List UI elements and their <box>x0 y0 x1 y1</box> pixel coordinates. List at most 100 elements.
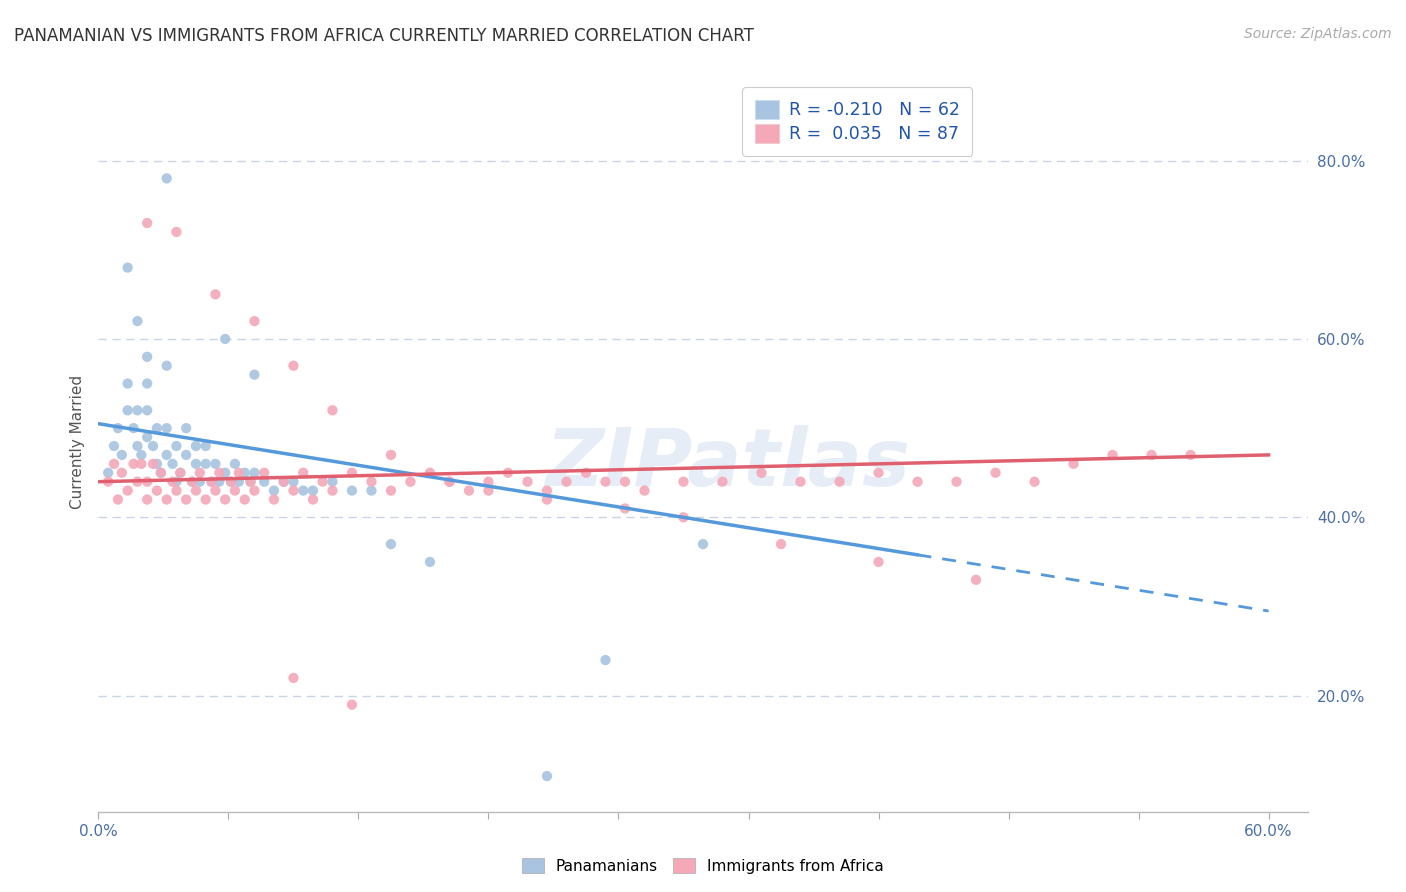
Point <box>360 483 382 498</box>
Point <box>243 483 266 498</box>
Point <box>169 466 191 480</box>
Legend: Panamanians, Immigrants from Africa: Panamanians, Immigrants from Africa <box>516 852 890 880</box>
Point <box>219 475 242 489</box>
Point <box>181 475 204 489</box>
Point <box>672 510 695 524</box>
Point <box>127 403 149 417</box>
Y-axis label: Currently Married: Currently Married <box>69 375 84 508</box>
Point <box>340 698 363 712</box>
Point <box>253 475 276 489</box>
Point <box>692 537 714 551</box>
Point <box>945 475 967 489</box>
Point <box>239 475 262 489</box>
Point <box>122 421 145 435</box>
Point <box>283 483 305 498</box>
Point <box>321 483 343 498</box>
Point <box>672 475 695 489</box>
Point <box>419 466 441 480</box>
Point <box>477 475 499 489</box>
Point <box>127 314 149 328</box>
Point <box>536 483 558 498</box>
Point <box>633 483 655 498</box>
Point <box>292 466 315 480</box>
Point <box>136 403 159 417</box>
Point <box>751 466 773 480</box>
Text: ZIPatlas: ZIPatlas <box>544 425 910 503</box>
Point <box>555 475 578 489</box>
Point <box>181 475 204 489</box>
Point <box>828 475 851 489</box>
Point <box>136 492 159 507</box>
Point <box>243 368 266 382</box>
Point <box>439 475 461 489</box>
Point <box>156 171 179 186</box>
Point <box>711 475 734 489</box>
Point <box>283 475 305 489</box>
Point <box>516 475 538 489</box>
Point <box>149 466 172 480</box>
Point <box>208 475 231 489</box>
Point <box>194 439 217 453</box>
Point <box>122 457 145 471</box>
Text: Source: ZipAtlas.com: Source: ZipAtlas.com <box>1244 27 1392 41</box>
Point <box>380 537 402 551</box>
Point <box>156 359 179 373</box>
Point <box>984 466 1007 480</box>
Point <box>131 448 153 462</box>
Point <box>321 403 343 417</box>
Point <box>117 376 139 391</box>
Point <box>253 466 276 480</box>
Point <box>965 573 987 587</box>
Point <box>340 466 363 480</box>
Point <box>233 466 256 480</box>
Point <box>1024 475 1046 489</box>
Legend: R = -0.210   N = 62, R =  0.035   N = 87: R = -0.210 N = 62, R = 0.035 N = 87 <box>742 87 973 155</box>
Point <box>184 483 207 498</box>
Point <box>127 475 149 489</box>
Point <box>419 555 441 569</box>
Point <box>614 475 637 489</box>
Point <box>204 483 226 498</box>
Point <box>380 483 402 498</box>
Point <box>184 439 207 453</box>
Point <box>273 475 295 489</box>
Point <box>204 457 226 471</box>
Point <box>136 350 159 364</box>
Point <box>321 475 343 489</box>
Point <box>111 466 134 480</box>
Point <box>439 475 461 489</box>
Point <box>1180 448 1202 462</box>
Point <box>239 475 262 489</box>
Point <box>200 475 222 489</box>
Point <box>204 287 226 301</box>
Point <box>97 466 120 480</box>
Point <box>103 457 125 471</box>
Point <box>165 225 187 239</box>
Point <box>174 421 197 435</box>
Point <box>97 475 120 489</box>
Point <box>302 492 325 507</box>
Point <box>595 653 617 667</box>
Point <box>283 671 305 685</box>
Point <box>200 475 222 489</box>
Point <box>1140 448 1163 462</box>
Point <box>136 376 159 391</box>
Point <box>263 483 285 498</box>
Point <box>136 475 159 489</box>
Point <box>149 466 172 480</box>
Point <box>146 421 169 435</box>
Point <box>360 475 382 489</box>
Point <box>575 466 598 480</box>
Point <box>188 466 211 480</box>
Point <box>165 475 187 489</box>
Point <box>117 260 139 275</box>
Point <box>156 492 179 507</box>
Point <box>228 475 250 489</box>
Point <box>868 555 890 569</box>
Point <box>243 314 266 328</box>
Point <box>162 475 184 489</box>
Point <box>868 466 890 480</box>
Point <box>162 457 184 471</box>
Point <box>769 537 792 551</box>
Point <box>214 332 236 346</box>
